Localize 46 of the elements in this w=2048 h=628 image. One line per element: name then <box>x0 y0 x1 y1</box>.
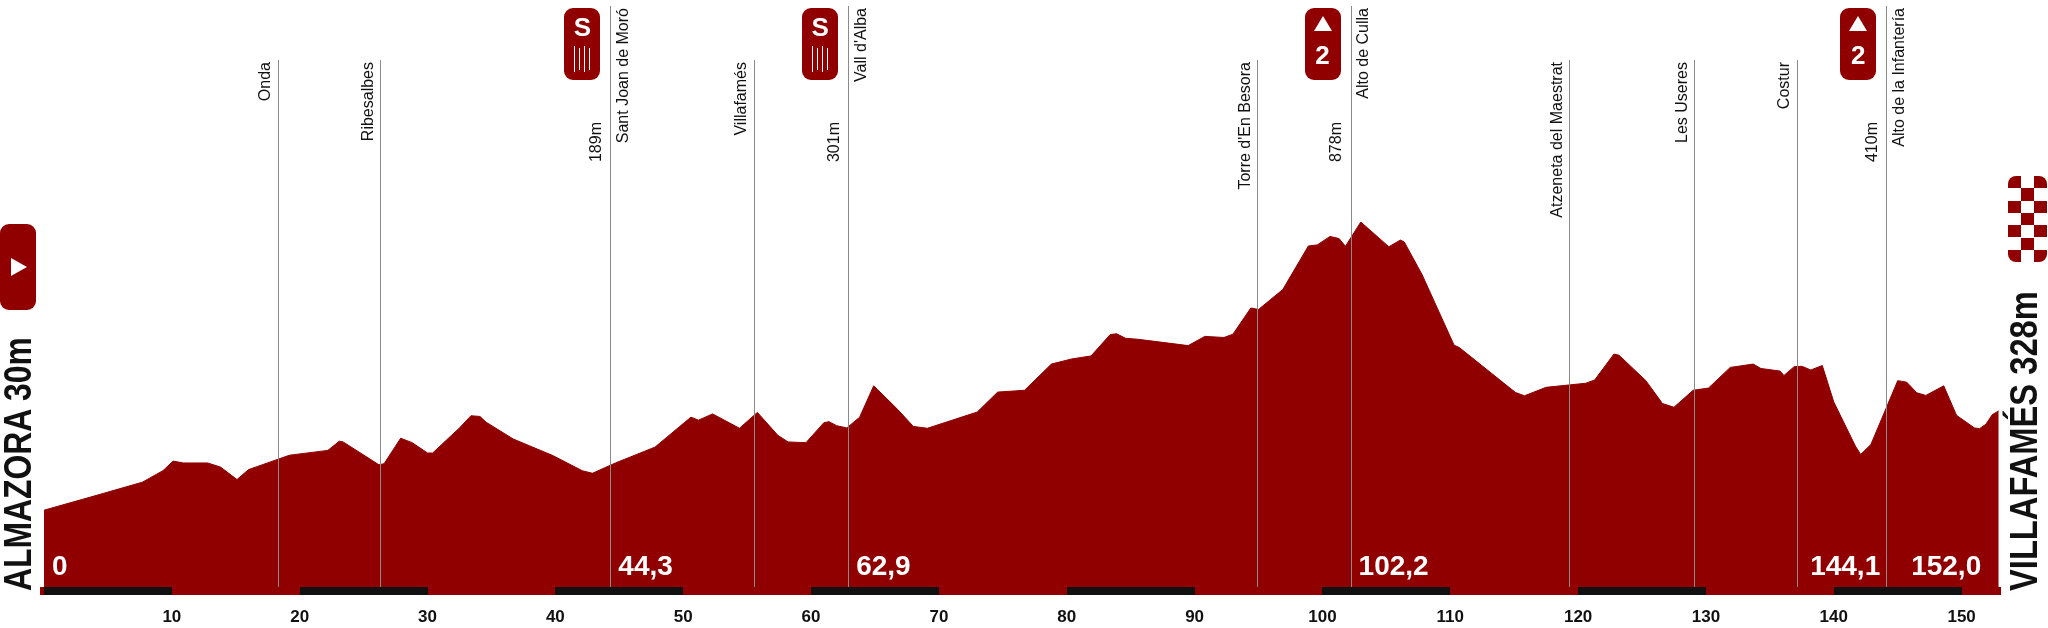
annotation: S <box>572 12 592 42</box>
x-tick-label: 150 <box>1947 606 1976 626</box>
annotation: 189m <box>586 122 604 163</box>
ref-line-label: Costur <box>1775 61 1793 110</box>
ref-line-label: Les Useres <box>1672 62 1690 143</box>
text: VILLAFAMÉS 328m <box>2003 291 2047 591</box>
x-tick-label: 140 <box>1819 606 1848 626</box>
x-tick-label: 20 <box>290 606 310 626</box>
rounded-badge: 2 <box>1304 8 1341 80</box>
x-tick-label: 50 <box>673 606 693 626</box>
ref-line-label: Alto de la Infantería <box>1889 7 1907 147</box>
x-tick-label: 70 <box>929 606 949 626</box>
annotation: 878m <box>1326 122 1344 163</box>
x-tick-label: 90 <box>1185 606 1205 626</box>
annotation: 301m <box>824 122 842 163</box>
ref-line-label: Onda <box>256 61 274 102</box>
x-tick-label: 10 <box>162 606 182 626</box>
ref-line-label: Ribesalbes <box>358 62 376 142</box>
ref-line-label: Torre d'En Besora <box>1235 61 1253 190</box>
ref-line-label: Villafamés <box>731 62 749 136</box>
annotation: 2 <box>1850 40 1867 70</box>
x-tick-label: 80 <box>1057 606 1077 626</box>
ref-line-label: Sant Joan de Moró <box>613 7 631 144</box>
annotation: 102,2 <box>1358 550 1429 581</box>
annotation: 0 <box>52 550 68 581</box>
annotation: 44,3 <box>618 550 673 581</box>
text: ALMAZORA 30m <box>0 337 40 591</box>
x-tick-label: 120 <box>1563 606 1593 626</box>
ref-line-label: Vall d'Alba <box>851 7 869 82</box>
ref-line-label: Alto de Culla <box>1353 7 1371 99</box>
annotation: 2 <box>1314 40 1331 70</box>
x-tick-label: 130 <box>1691 606 1721 626</box>
x-tick-label: 100 <box>1308 606 1337 626</box>
rounded-badge: S <box>802 8 839 80</box>
x-tick-label: 110 <box>1436 606 1464 626</box>
annotation: S <box>810 12 830 42</box>
annotation: 144,1 <box>1810 550 1881 581</box>
annotation: 62,9 <box>856 550 911 581</box>
rounded-badge: S <box>564 8 601 80</box>
annotation: 410m <box>1862 122 1880 163</box>
x-tick-label: 60 <box>801 606 821 626</box>
ref-line-label: Atzeneta del Maestrat <box>1547 61 1565 218</box>
annotation: 152,0 <box>1911 550 1982 581</box>
x-tick-label: 30 <box>418 606 437 626</box>
rounded-badge: 2 <box>1840 8 1877 80</box>
x-tick-label: 40 <box>545 606 565 626</box>
